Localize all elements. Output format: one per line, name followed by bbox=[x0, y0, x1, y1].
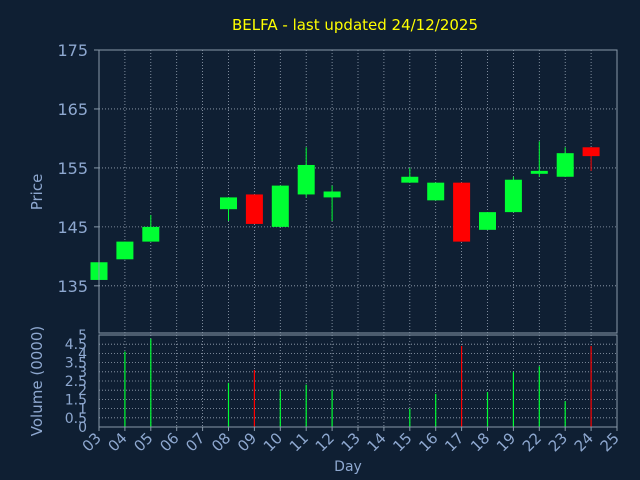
x-tick-label: 18 bbox=[467, 429, 493, 455]
volume-y-tick-label: 4 bbox=[78, 346, 87, 362]
x-tick-label: 09 bbox=[234, 429, 260, 455]
x-tick-label: 17 bbox=[441, 429, 467, 455]
x-tick-label: 06 bbox=[156, 429, 182, 455]
volume-y-tick-label: 3.5 bbox=[65, 356, 87, 372]
x-tick-label: 13 bbox=[338, 429, 364, 455]
x-tick-label: 24 bbox=[571, 429, 597, 455]
candle-body bbox=[323, 191, 341, 198]
price-y-tick-label: 135 bbox=[57, 277, 88, 296]
candle-body bbox=[142, 226, 160, 242]
candle-body bbox=[116, 241, 134, 260]
price-grid bbox=[99, 49, 617, 333]
candle-body bbox=[530, 170, 548, 174]
candle-body bbox=[504, 179, 522, 213]
volume-bars bbox=[124, 338, 592, 427]
price-y-ticks: 135 145 155 165 175 bbox=[57, 41, 99, 296]
x-tick-label: 25 bbox=[597, 429, 623, 455]
x-axis-label: Day bbox=[334, 459, 362, 475]
x-tick-label: 15 bbox=[389, 429, 415, 455]
x-tick-label: 19 bbox=[493, 429, 519, 455]
candle-body bbox=[427, 182, 445, 201]
candles bbox=[90, 141, 600, 280]
volume-axis-label: Volume (0000) bbox=[28, 326, 46, 436]
x-tick-label: 23 bbox=[545, 429, 571, 455]
price-y-tick-label: 155 bbox=[57, 159, 88, 178]
candle-body bbox=[297, 164, 315, 195]
volume-y-tick-label: 2.5 bbox=[65, 374, 87, 390]
price-y-tick-label: 175 bbox=[57, 41, 88, 60]
candle-body bbox=[479, 212, 496, 230]
volume-y-tick-label: 4.5 bbox=[65, 337, 87, 353]
x-tick-label: 04 bbox=[104, 429, 130, 455]
volume-y-tick-label: 5 bbox=[78, 328, 87, 344]
x-tick-label: 16 bbox=[415, 429, 441, 455]
price-panel-frame bbox=[98, 49, 618, 334]
price-y-tick-label: 145 bbox=[57, 218, 88, 237]
x-tick-label: 05 bbox=[130, 429, 156, 455]
price-axis-label: Price bbox=[28, 174, 46, 211]
candle-body bbox=[245, 194, 263, 224]
x-tick-label: 10 bbox=[260, 429, 286, 455]
volume-y-tick-label: 2 bbox=[78, 383, 87, 399]
x-tick-label: 12 bbox=[312, 429, 338, 455]
x-ticks: 03 04 05 06 07 08 09 10 11 12 13 14 15 16 17 18 19 22 23 24… bbox=[79, 427, 623, 455]
price-y-tick-label: 165 bbox=[57, 100, 88, 119]
x-tick-label: 22 bbox=[519, 429, 545, 455]
candle-body bbox=[271, 185, 289, 227]
candle-body bbox=[556, 153, 574, 177]
candle-body bbox=[220, 197, 237, 210]
x-tick-label: 07 bbox=[182, 429, 208, 455]
candle-body bbox=[453, 182, 471, 242]
x-tick-label: 08 bbox=[208, 429, 234, 455]
volume-y-tick-label: 1.5 bbox=[65, 392, 87, 408]
x-tick-label: 14 bbox=[363, 429, 389, 455]
volume-y-tick-label: 0 bbox=[78, 420, 87, 436]
volume-panel-frame bbox=[98, 334, 618, 428]
volume-y-tick-label: 1 bbox=[78, 402, 87, 418]
candle-body bbox=[582, 147, 600, 157]
volume-y-tick-label: 3 bbox=[78, 365, 87, 381]
x-tick-label: 11 bbox=[286, 429, 312, 455]
candle-body bbox=[401, 176, 419, 183]
volume-y-ticks: 00.511.522.533.544.55 bbox=[65, 328, 87, 436]
volume-y-tick-label: 0.5 bbox=[65, 411, 87, 427]
chart-title: BELFA - last updated 24/12/2025 bbox=[232, 16, 478, 34]
